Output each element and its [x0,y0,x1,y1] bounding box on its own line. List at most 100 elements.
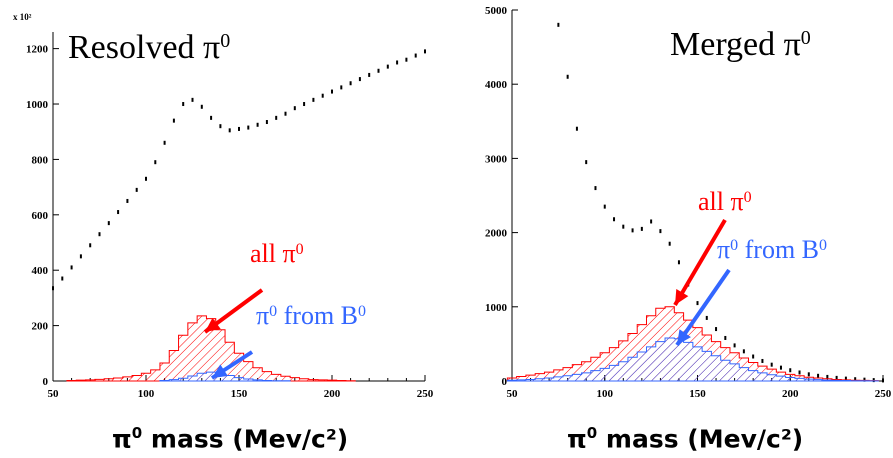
x-tick-label: 150 [231,388,248,400]
data-point [594,186,597,191]
data-point [575,126,578,131]
data-point [603,204,606,209]
x-tick-label: 100 [597,388,614,400]
data-point [200,104,203,109]
data-point [312,97,315,102]
arrow-all-pi0 [673,218,727,307]
data-point [650,219,653,224]
merged-chart-panel: 50 100 150 200 250 0 1000 2000 3000 4000 5000 Merge… [455,0,893,458]
merged-x-axis-label: π0 mass (Mev/c²) [567,424,804,454]
annotation-all-pi0: all π0 [698,187,752,216]
data-point [844,376,847,381]
data-point [826,374,829,379]
x-tick-label: 50 [48,388,60,400]
arrow-pi0-from-b0 [210,350,254,380]
y-tick-label: 800 [32,154,49,166]
y-tick-label: 2000 [485,228,508,240]
data-point [368,72,371,77]
histogram-series-2 [506,337,879,382]
data-point [219,124,222,129]
data-point [872,378,875,383]
x-tick-label: 250 [875,388,892,400]
data-point [640,226,643,231]
y-tick-label: 5000 [485,5,508,17]
data-point [238,126,240,131]
data-point [210,115,213,120]
annotation-all-pi0: all π0 [250,239,304,268]
data-point [779,365,782,370]
y-tick-label: 200 [32,321,49,333]
data-point [396,60,399,65]
x-tick-label: 200 [782,388,799,400]
y-tick-label: 3000 [485,153,508,165]
data-point [321,93,324,98]
data-point [377,68,380,73]
y-tick-label: 1200 [26,44,49,56]
data-point [349,81,352,86]
data-point [424,49,426,54]
arrow-all-pi0 [203,288,264,334]
data-point [303,102,306,107]
data-point [275,115,278,120]
y-tick-label: 0 [43,376,49,388]
merged-chart: 50 100 150 200 250 0 1000 2000 3000 4000 5000 Merge… [485,5,892,400]
data-point [331,89,333,94]
y-scale-label: x 10² [13,12,32,22]
data-point [70,265,73,270]
y-tick-label: 4000 [485,79,508,91]
data-point [668,241,671,246]
annotation-pi0-from-b0: π0 from B0 [717,235,827,264]
data-point [733,343,736,348]
data-point [835,375,838,380]
data-point [631,228,634,233]
data-point [677,260,680,265]
data-point [358,77,361,82]
data-point [117,210,120,215]
y-tick-label: 0 [502,376,508,388]
histogram-series-1 [66,315,356,382]
chart-title: Merged π0 [670,26,811,63]
data-point [145,176,147,181]
data-point [817,373,820,378]
data-point [256,122,259,127]
data-point [613,217,616,222]
data-point [172,118,175,123]
data-point [228,128,231,133]
chart-title: Resolved π0 [68,29,230,66]
data-point [566,74,569,79]
x-tick-label: 200 [324,388,341,400]
data-point [715,327,718,332]
data-point [882,378,884,383]
data-point [191,97,194,102]
data-point [863,377,866,382]
data-point [386,64,389,69]
data-point [557,22,560,27]
data-point [742,349,745,354]
data-point [770,362,773,367]
data-point [585,160,588,165]
data-point [414,53,417,58]
annotation-pi0-from-b0: π0 from B0 [256,301,366,330]
data-point [696,301,699,306]
x-tick-label: 150 [689,388,706,400]
data-point [807,372,810,377]
y-tick-label: 600 [32,210,49,222]
data-point [265,120,268,125]
x-tick-label: 50 [507,388,519,400]
data-point [135,187,138,192]
data-point [705,315,708,320]
data-point [789,368,792,373]
y-tick-label: 1000 [485,302,508,314]
data-point [659,229,662,234]
data-point [247,125,250,130]
data-point [79,254,82,259]
y-tick-label: 1000 [26,99,49,111]
data-point [52,286,54,291]
resolved-chart: 50 100 150 200 250 0 200 400 600 800 1000 1200 x 10²… [13,12,434,400]
x-tick-label: 100 [138,388,155,400]
data-point [752,354,755,359]
data-point [126,198,129,203]
data-point [182,102,185,107]
data-point [854,377,857,382]
data-point [98,232,101,237]
